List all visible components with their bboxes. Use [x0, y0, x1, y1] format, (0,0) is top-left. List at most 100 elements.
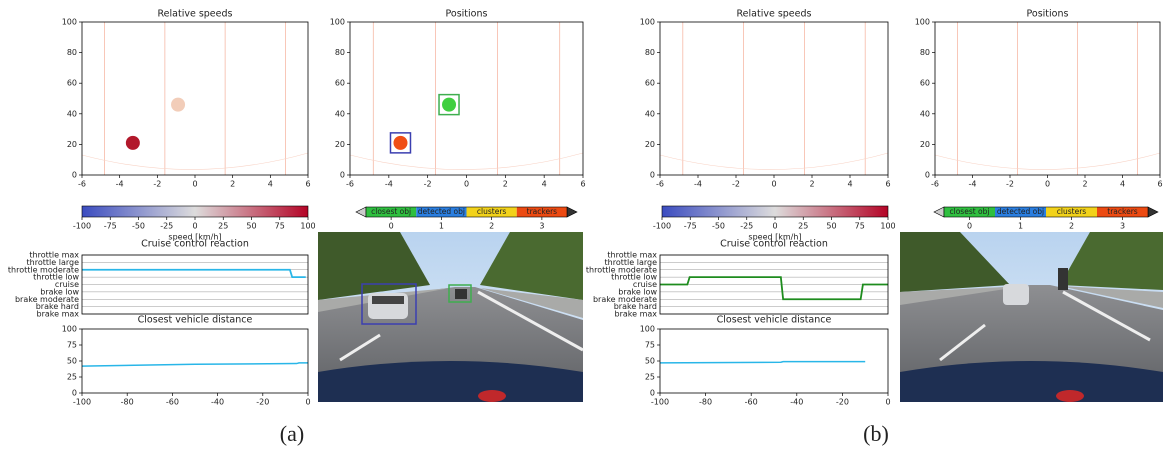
y-tick-label: 50: [645, 357, 655, 366]
y-tick-label: 100: [62, 325, 77, 334]
x-tick-label: -2: [424, 180, 432, 189]
x-tick-label: 50: [826, 222, 836, 231]
x-tick-label: -60: [166, 398, 179, 407]
x-tick-label: 75: [275, 222, 285, 231]
legend-label: detected obj: [997, 207, 1044, 216]
x-tick-label: -40: [790, 398, 803, 407]
y-tick-label: 25: [67, 373, 77, 382]
x-tick-label: -50: [712, 222, 725, 231]
x-tick-label: -25: [740, 222, 753, 231]
x-tick-label: -25: [160, 222, 173, 231]
reaction-line: [82, 270, 306, 277]
x-tick-label: -20: [836, 398, 849, 407]
reaction-line: [660, 277, 888, 299]
x-tick-label: 2: [1069, 222, 1074, 231]
x-tick-label: 3: [539, 222, 544, 231]
camera-image: [318, 232, 583, 402]
x-tick-label: -100: [651, 398, 669, 407]
y-tick-label: 100: [640, 325, 655, 334]
y-tick-label: 75: [645, 341, 655, 350]
camera-image: [900, 232, 1163, 402]
x-tick-label: 6: [305, 180, 310, 189]
y-tick-label: 100: [915, 18, 930, 27]
x-tick-label: 50: [246, 222, 256, 231]
x-tick-label: 4: [1120, 180, 1125, 189]
lane-curve: [935, 153, 1160, 170]
x-tick-label: -100: [73, 398, 91, 407]
y-tick-label: 20: [645, 140, 655, 149]
y-tick-label: 0: [340, 171, 345, 180]
y-tick-label: 60: [920, 79, 930, 88]
chart-title: Closest vehicle distance: [717, 315, 832, 326]
point: [171, 98, 185, 112]
page: {"chart_data": [ {"type": "scatter", "ti…: [0, 0, 1163, 450]
x-tick-label: -2: [732, 180, 740, 189]
legend-label: clusters: [477, 207, 507, 216]
y-tick-label: 0: [72, 171, 77, 180]
chart-title: Relative speeds: [158, 9, 233, 20]
x-tick-label: 2: [503, 180, 508, 189]
x-tick-label: -75: [104, 222, 117, 231]
x-tick-label: -60: [745, 398, 758, 407]
axes-frame: [82, 329, 308, 393]
x-tick-label: -6: [346, 180, 354, 189]
axes-frame: [660, 22, 888, 175]
x-tick-label: 0: [192, 180, 197, 189]
x-tick-label: -75: [684, 222, 697, 231]
x-tick-label: -4: [385, 180, 393, 189]
x-tick-label: -6: [656, 180, 664, 189]
x-tick-label: 100: [300, 222, 315, 231]
x-tick-label: 6: [885, 180, 890, 189]
x-tick-label: -2: [153, 180, 161, 189]
legend-label: closest obj: [950, 207, 990, 216]
x-tick-label: 2: [489, 222, 494, 231]
x-tick-label: 0: [1045, 180, 1050, 189]
y-tick-label: 60: [67, 79, 77, 88]
chart-title: Cruise control reaction: [141, 239, 249, 250]
legend-label: detected obj: [418, 207, 465, 216]
x-tick-label: 2: [809, 180, 814, 189]
y-tick-label: 50: [67, 357, 77, 366]
x-tick-label: -6: [931, 180, 939, 189]
y-tick-label: 20: [67, 140, 77, 149]
x-tick-label: 6: [1157, 180, 1162, 189]
arrow-left: [934, 207, 944, 217]
x-tick-label: 4: [268, 180, 273, 189]
x-tick-label: -40: [211, 398, 224, 407]
chart-title: Positions: [1027, 9, 1069, 20]
y-tick-label: 0: [650, 389, 655, 398]
x-tick-label: -4: [116, 180, 124, 189]
y-tick-label: 80: [645, 48, 655, 57]
x-tick-label: 3: [1120, 222, 1125, 231]
y-tick-label: 25: [645, 373, 655, 382]
legend-label: trackers: [527, 207, 558, 216]
legend-label: trackers: [1107, 207, 1138, 216]
x-tick-label: 0: [771, 180, 776, 189]
y-tick-label: 60: [335, 79, 345, 88]
axes-frame: [350, 22, 583, 175]
caption: (a): [280, 421, 304, 446]
x-tick-label: 4: [542, 180, 547, 189]
y-tick-label: 0: [650, 171, 655, 180]
x-tick-label: -20: [256, 398, 269, 407]
arrow-right: [1148, 207, 1158, 217]
y-tick-label: 40: [335, 109, 345, 118]
x-tick-label: 0: [305, 398, 310, 407]
y-tick-label: 20: [335, 140, 345, 149]
y-tick-label: 40: [645, 109, 655, 118]
point: [393, 136, 407, 150]
y-tick-label: 0: [72, 389, 77, 398]
legend-label: clusters: [1057, 207, 1087, 216]
x-tick-label: 0: [389, 222, 394, 231]
x-tick-label: 1: [1018, 222, 1023, 231]
y-tick-label: 20: [920, 140, 930, 149]
colorbar: [662, 206, 888, 217]
x-tick-label: 0: [772, 222, 777, 231]
y-tick-label: 40: [67, 109, 77, 118]
x-tick-label: 25: [798, 222, 808, 231]
x-tick-label: 6: [580, 180, 585, 189]
x-tick-label: 100: [880, 222, 895, 231]
y-tick-label: brake max: [614, 310, 657, 319]
axes-frame: [82, 22, 308, 175]
chart-title: Relative speeds: [737, 9, 812, 20]
